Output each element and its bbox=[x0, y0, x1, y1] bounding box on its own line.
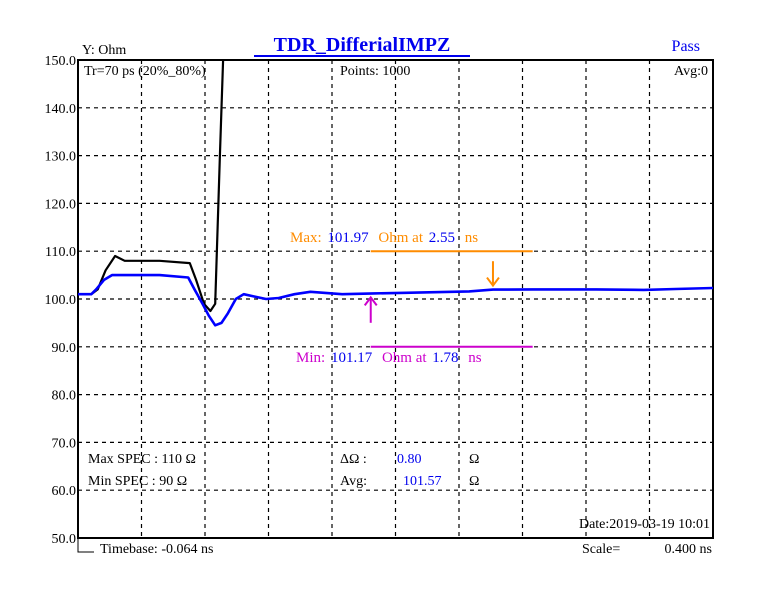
min-x-unit: ns bbox=[468, 350, 482, 366]
min-unit: Ohm at bbox=[382, 350, 427, 366]
series-line-2 bbox=[78, 273, 714, 327]
min-arrow-head-icon bbox=[363, 295, 378, 307]
rise-time-label: Tr=70 ps (20%_80%) bbox=[84, 64, 206, 79]
scale-value: 0.400 ns bbox=[665, 542, 712, 557]
y-tick-label: 60.0 bbox=[52, 484, 77, 499]
max-arrow-head-icon bbox=[486, 276, 500, 288]
max-value: 101.97 bbox=[327, 230, 369, 246]
max-x-value: 2.55 bbox=[429, 230, 455, 246]
y-tick-label: 110.0 bbox=[45, 245, 76, 260]
max-label: Max: bbox=[290, 230, 322, 246]
scale-label: Scale= bbox=[582, 542, 620, 557]
y-axis-label: Y: Ohm bbox=[82, 43, 126, 58]
min-x-value: 1.78 bbox=[432, 350, 458, 366]
markers-group bbox=[363, 250, 533, 348]
y-tick-label: 130.0 bbox=[45, 150, 77, 165]
delta-label: ΔΩ : bbox=[340, 452, 367, 467]
min-label: Min: bbox=[296, 350, 325, 366]
y-tick-label: 100.0 bbox=[45, 293, 77, 308]
y-tick-labels: 150.0 140.0 130.0 120.0 110.0 100.0 90.0 80.0 70… bbox=[45, 54, 77, 547]
y-tick-label: 120.0 bbox=[45, 197, 77, 212]
grid bbox=[78, 60, 713, 538]
avg-count-label: Avg:0 bbox=[674, 64, 708, 79]
series-group bbox=[78, 59, 714, 327]
y-tick-label: 80.0 bbox=[52, 389, 77, 404]
plot-frame bbox=[77, 59, 714, 539]
avg-unit: Ω bbox=[469, 474, 479, 489]
y-tick-label: 90.0 bbox=[52, 341, 77, 356]
max-unit: Ohm at bbox=[378, 230, 423, 246]
origin-marker-icon bbox=[77, 538, 94, 553]
series-line-1 bbox=[78, 59, 225, 313]
y-tick-label: 150.0 bbox=[45, 54, 77, 69]
min-spec-label: Min SPEC : 90 Ω bbox=[88, 474, 187, 489]
points-label: Points: 1000 bbox=[340, 64, 410, 79]
delta-unit: Ω bbox=[469, 452, 479, 467]
timebase-label: Timebase: -0.064 ns bbox=[100, 542, 213, 557]
y-tick-label: 140.0 bbox=[45, 102, 77, 117]
avg-value: 101.57 bbox=[403, 474, 442, 489]
svg-text:Max: 101.97 Ohm at: Max: 101.97 Ohm at 2.55 ns bbox=[290, 230, 478, 246]
delta-value: 0.80 bbox=[397, 452, 422, 467]
svg-text:Min: 101.17 Ohm at: Min: 101.17 Ohm at 1.78 ns bbox=[296, 350, 482, 366]
date-label: Date:2019-03-19 10:01 bbox=[579, 517, 710, 532]
y-tick-label: 70.0 bbox=[52, 436, 77, 451]
y-tick-label: 50.0 bbox=[52, 532, 77, 547]
max-x-unit: ns bbox=[465, 230, 479, 246]
min-value: 101.17 bbox=[331, 350, 373, 366]
chart-title: TDR_DifferialIMPZ bbox=[274, 34, 451, 56]
avg-label: Avg: bbox=[340, 474, 367, 489]
status-label: Pass bbox=[672, 38, 700, 55]
max-spec-label: Max SPEC : 110 Ω bbox=[88, 452, 196, 467]
